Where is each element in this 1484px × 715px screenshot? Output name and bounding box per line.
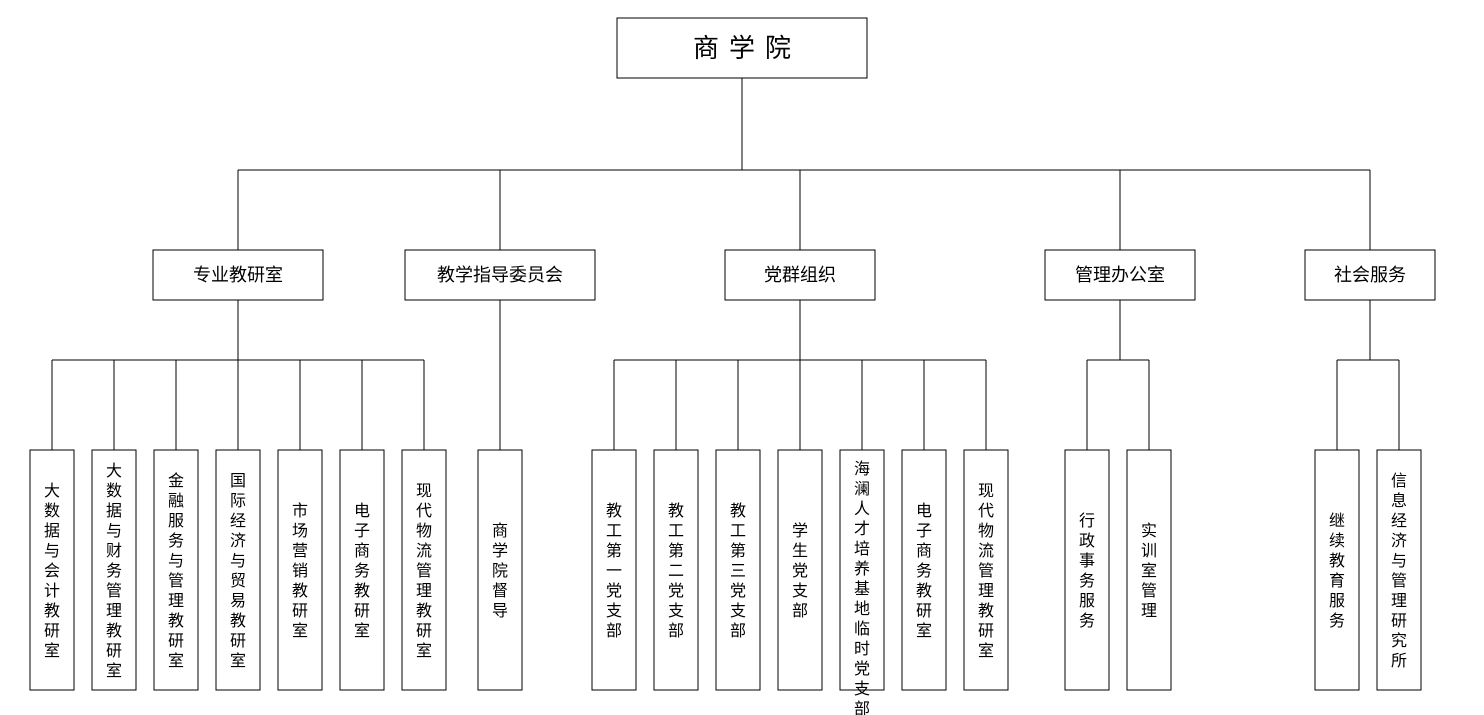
l3-label-2-0: 教工第一党支部 (606, 502, 622, 640)
l3-label-0-4: 市场营销教研室 (292, 502, 308, 640)
l2-label-0: 专业教研室 (193, 265, 283, 285)
l3-label-0-5: 电子商务教研室 (354, 502, 370, 640)
org-chart: 商学院专业教研室大数据与会计教研室大数据与财务管理教研室金融服务与管理教研室国际… (0, 0, 1484, 715)
l3-label-0-1: 大数据与财务管理教研室 (106, 462, 122, 680)
l3-label-2-2: 教工第三党支部 (730, 502, 746, 640)
l2-label-3: 管理办公室 (1075, 265, 1165, 285)
l3-label-0-6: 现代物流管理教研室 (416, 483, 432, 660)
l3-label-1-0: 商学院督导 (492, 522, 508, 620)
l2-label-4: 社会服务 (1334, 265, 1406, 285)
l3-label-2-5: 电子商务教研室 (916, 502, 932, 640)
l3-box-4-0 (1315, 450, 1359, 690)
l3-label-2-3: 学生党支部 (792, 522, 808, 620)
root-label: 商学院 (693, 33, 801, 63)
l2-label-1: 教学指导委员会 (437, 265, 563, 285)
l2-label-2: 党群组织 (764, 265, 836, 285)
l3-label-0-0: 大数据与会计教研室 (44, 482, 60, 660)
l3-box-3-0 (1065, 450, 1109, 690)
l3-label-3-1: 实训室管理 (1141, 522, 1157, 620)
l3-label-2-6: 现代物流管理教研室 (978, 483, 994, 660)
l3-label-2-1: 教工第二党支部 (668, 502, 684, 640)
